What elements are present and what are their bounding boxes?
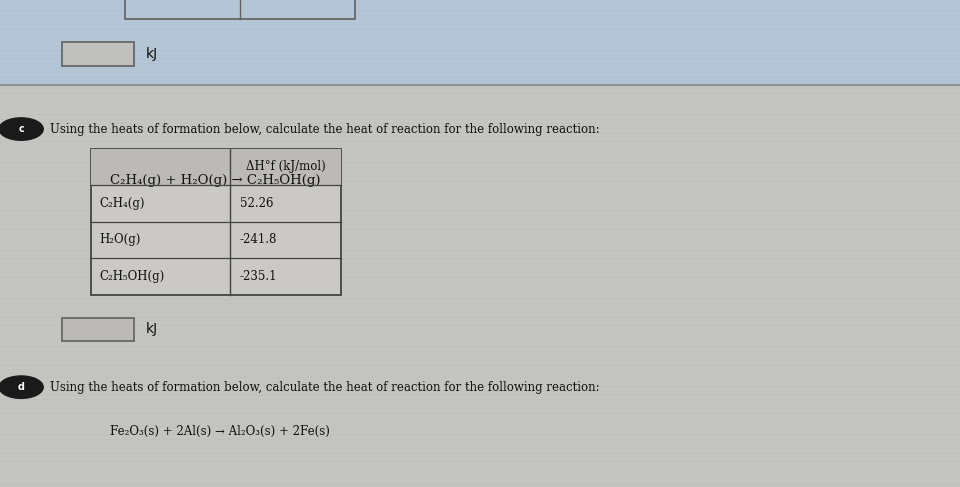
Text: Using the heats of formation below, calculate the heat of reaction for the follo: Using the heats of formation below, calc… — [50, 381, 600, 393]
Bar — [0, 0, 960, 85]
Bar — [62, 318, 134, 341]
Bar — [91, 149, 341, 185]
Text: H₂O(g): H₂O(g) — [99, 233, 140, 246]
Text: c: c — [18, 124, 24, 134]
Text: -235.1: -235.1 — [240, 270, 277, 283]
Text: kJ: kJ — [146, 322, 158, 336]
Text: d: d — [17, 382, 25, 392]
Text: 52.26: 52.26 — [240, 197, 274, 210]
Bar — [0, 85, 960, 487]
Circle shape — [0, 376, 43, 398]
Text: -241.8: -241.8 — [240, 233, 277, 246]
Text: kJ: kJ — [146, 47, 158, 61]
Bar — [91, 149, 341, 295]
Text: Using the heats of formation below, calculate the heat of reaction for the follo: Using the heats of formation below, calc… — [50, 123, 600, 135]
Circle shape — [0, 118, 43, 140]
Bar — [125, 0, 355, 19]
Text: Fe₂O₃(s) + 2Al(s) → Al₂O₃(s) + 2Fe(s): Fe₂O₃(s) + 2Al(s) → Al₂O₃(s) + 2Fe(s) — [110, 425, 330, 437]
Text: C₂H₅OH(g): C₂H₅OH(g) — [99, 270, 164, 283]
Text: C₂H₄(g): C₂H₄(g) — [99, 197, 144, 210]
Bar — [62, 42, 134, 66]
Text: C₂H₄(g) + H₂O(g) → C₂H₅OH(g): C₂H₄(g) + H₂O(g) → C₂H₅OH(g) — [110, 174, 321, 187]
Text: ΔH°f (kJ/mol): ΔH°f (kJ/mol) — [246, 160, 325, 173]
